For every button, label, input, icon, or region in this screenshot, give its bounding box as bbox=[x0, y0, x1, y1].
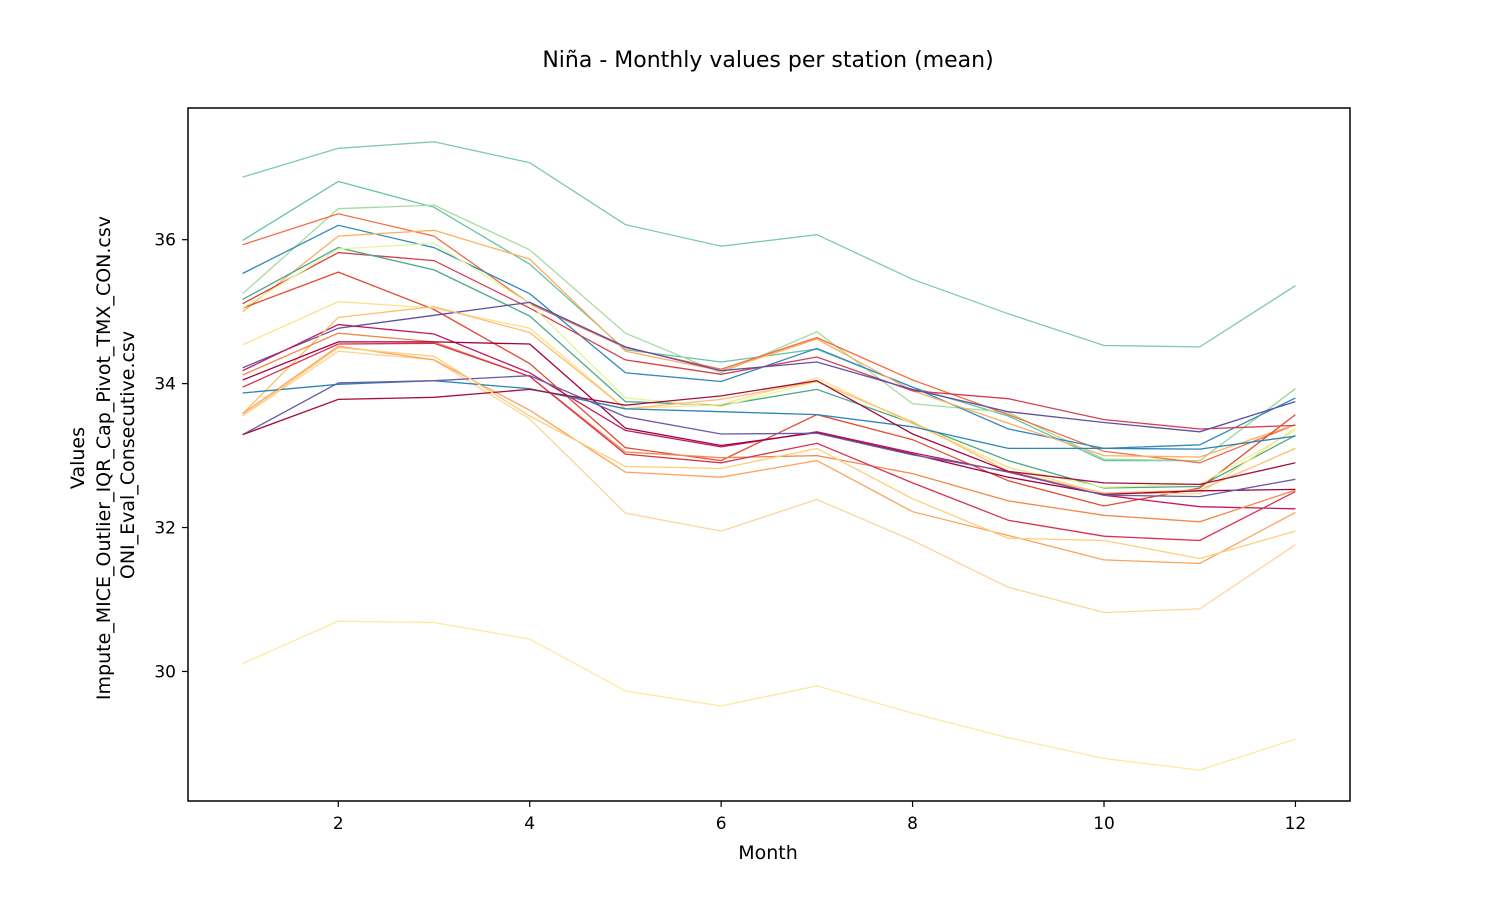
y-axis-label-line-2: Impute_MICE_Outlier_IQR_Cap_Pivot_TMX_CO… bbox=[93, 216, 115, 700]
series-line-4 bbox=[242, 213, 1296, 464]
y-tick-label: 36 bbox=[154, 231, 176, 251]
series-line-22 bbox=[242, 380, 1296, 486]
series-line-7 bbox=[242, 251, 1296, 430]
chart-title: Niña - Monthly values per station (mean) bbox=[542, 48, 993, 73]
y-tick-label: 34 bbox=[154, 375, 176, 395]
x-axis-label: Month bbox=[738, 842, 798, 864]
series-line-23 bbox=[242, 346, 1296, 560]
series-line-15 bbox=[242, 332, 1296, 523]
series-line-10 bbox=[242, 242, 1296, 488]
x-tick-label: 6 bbox=[716, 814, 727, 834]
x-tick-label: 8 bbox=[907, 814, 918, 834]
series-line-17 bbox=[242, 350, 1296, 614]
series-line-24 bbox=[242, 620, 1296, 771]
series-line-16 bbox=[242, 341, 1296, 496]
x-axis: 2 4 6 8 10 12 bbox=[333, 801, 1306, 834]
x-tick-label: 12 bbox=[1285, 814, 1307, 834]
series-line-1 bbox=[242, 141, 1296, 348]
series-line-14 bbox=[242, 305, 1296, 494]
series-line-8 bbox=[242, 246, 1296, 489]
x-tick-label: 2 bbox=[333, 814, 344, 834]
series-line-2 bbox=[242, 180, 1296, 462]
x-tick-label: 4 bbox=[524, 814, 535, 834]
plot-frame bbox=[187, 107, 1351, 802]
series-line-12 bbox=[242, 301, 1296, 433]
y-axis-label-line-1: Values bbox=[67, 427, 89, 489]
y-tick-label: 32 bbox=[154, 519, 176, 539]
y-axis-label: Values Impute_MICE_Outlier_IQR_Cap_Pivot… bbox=[67, 210, 139, 700]
series-line-9 bbox=[242, 271, 1296, 507]
y-axis-label-line-3: ONI_Eval_Consecutive.csv bbox=[117, 331, 139, 579]
series-layer bbox=[242, 141, 1296, 771]
y-axis: 30 32 34 36 bbox=[154, 231, 188, 682]
series-line-21 bbox=[242, 375, 1296, 498]
series-line-5 bbox=[242, 224, 1296, 450]
y-tick-label: 30 bbox=[154, 662, 176, 682]
series-line-6 bbox=[242, 229, 1296, 458]
series-line-18 bbox=[242, 345, 1296, 565]
series-line-19 bbox=[242, 342, 1296, 542]
x-tick-label: 10 bbox=[1093, 814, 1115, 834]
series-line-3 bbox=[242, 204, 1296, 462]
